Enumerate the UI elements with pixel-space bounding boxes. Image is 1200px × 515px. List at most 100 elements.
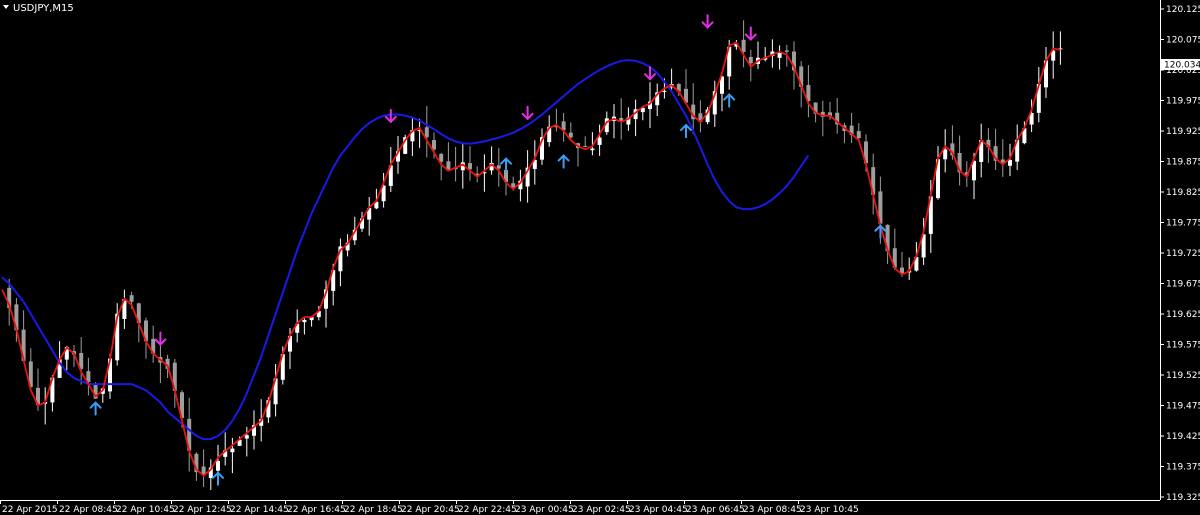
bear-candle (568, 132, 573, 138)
arrow-down-head (384, 115, 397, 124)
bull-candle (655, 92, 660, 106)
time-tick-label: 23 Apr 04:45 (629, 505, 688, 515)
bear-candle (7, 287, 12, 308)
bear-candle (432, 140, 436, 150)
arrow-up-icon (557, 154, 570, 169)
bull-candle (1044, 60, 1048, 88)
time-tick-label: 22 Apr 20:45 (401, 505, 460, 515)
bull-candle (979, 140, 984, 162)
arrow-down-icon (744, 26, 757, 41)
bear-candle (619, 117, 624, 122)
time-tick-label: 22 Apr 16:45 (287, 505, 346, 515)
bull-candle (705, 109, 710, 123)
bull-candle (532, 159, 537, 169)
bear-candle (14, 304, 19, 331)
arrow-up-head (680, 123, 692, 132)
bull-candle (928, 196, 933, 234)
bear-candle (86, 371, 91, 382)
bull-candle (331, 270, 336, 291)
bear-candle (561, 121, 566, 131)
triangle-down-icon[interactable] (3, 5, 9, 9)
signal-arrows (89, 14, 887, 486)
bull-candle (50, 377, 55, 403)
bull-candle (208, 467, 213, 479)
bear-candle (151, 338, 156, 354)
bull-candle (460, 162, 465, 171)
bull-candle (295, 323, 300, 333)
arrow-down-head (744, 33, 757, 41)
bull-candle (352, 229, 357, 241)
bear-candle (792, 51, 796, 71)
bull-candle (403, 137, 408, 154)
bear-candle (849, 125, 854, 136)
bear-candle (439, 153, 444, 162)
bear-candle (79, 352, 84, 369)
bear-candle (424, 127, 429, 138)
bull-candle (540, 137, 544, 160)
price-tick-label: 119.975 (1166, 97, 1200, 107)
chart-title: USDJPY,M15 (13, 3, 74, 14)
bull-candle (230, 448, 235, 453)
bull-candle (1036, 84, 1041, 113)
price-tick-label: 119.775 (1166, 219, 1200, 229)
bull-candle (223, 450, 228, 457)
bull-candle (547, 126, 552, 143)
bull-candle (1058, 48, 1063, 50)
bear-candle (871, 167, 876, 195)
time-tick-label: 23 Apr 08:45 (743, 505, 802, 515)
bull-candle (259, 419, 264, 426)
time-tick-label: 22 Apr 12:45 (173, 505, 232, 515)
bull-candle (597, 137, 602, 145)
arrow-up-icon (874, 224, 887, 239)
bull-candle (633, 109, 638, 120)
price-tick-label: 119.375 (1166, 463, 1200, 473)
bear-candle (950, 143, 955, 156)
price-tick-label: 119.525 (1166, 371, 1200, 381)
bull-candle (237, 439, 242, 446)
bear-candle (698, 113, 703, 123)
fast-moving-average-line (1, 41, 1061, 477)
bull-candle (1051, 50, 1056, 61)
bull-candle (1015, 139, 1020, 162)
bull-candle (525, 167, 530, 187)
bull-candle (360, 218, 364, 229)
bear-candle (885, 224, 890, 252)
bull-candle (302, 319, 307, 323)
bear-candle (892, 248, 897, 268)
bear-candle (806, 84, 811, 102)
bear-candle (878, 191, 883, 224)
bear-candle (957, 152, 962, 173)
bear-candle (129, 295, 134, 302)
bull-candle (309, 317, 314, 321)
bear-candle (676, 84, 681, 92)
time-tick-label: 22 Apr 08:45 (59, 505, 118, 515)
bear-candle (136, 303, 141, 324)
bull-candle (921, 234, 926, 258)
bear-candle (165, 358, 170, 369)
time-tick-label: 22 Apr 14:45 (230, 505, 289, 515)
time-tick-label: 22 Apr 2015 (2, 505, 58, 515)
bear-candle (446, 161, 451, 171)
bull-candle (252, 425, 256, 436)
time-tick-label: 22 Apr 10:45 (116, 505, 175, 515)
bull-candle (381, 185, 386, 202)
arrow-up-head (557, 154, 570, 162)
bear-candle (475, 173, 480, 177)
bull-candle (374, 201, 379, 209)
bear-candle (36, 387, 40, 406)
bull-candle (734, 43, 739, 47)
price-tick-label: 120.025 (1166, 66, 1200, 76)
bull-candle (115, 313, 120, 361)
bull-candle (518, 180, 523, 190)
bear-candle (21, 329, 26, 361)
price-tick-label: 119.725 (1166, 249, 1200, 259)
bull-candle (417, 130, 422, 132)
arrow-down-icon (384, 108, 397, 124)
bull-candle (626, 117, 631, 125)
bull-candle (640, 107, 645, 113)
bull-candle (720, 76, 724, 94)
bull-candle (489, 162, 494, 171)
